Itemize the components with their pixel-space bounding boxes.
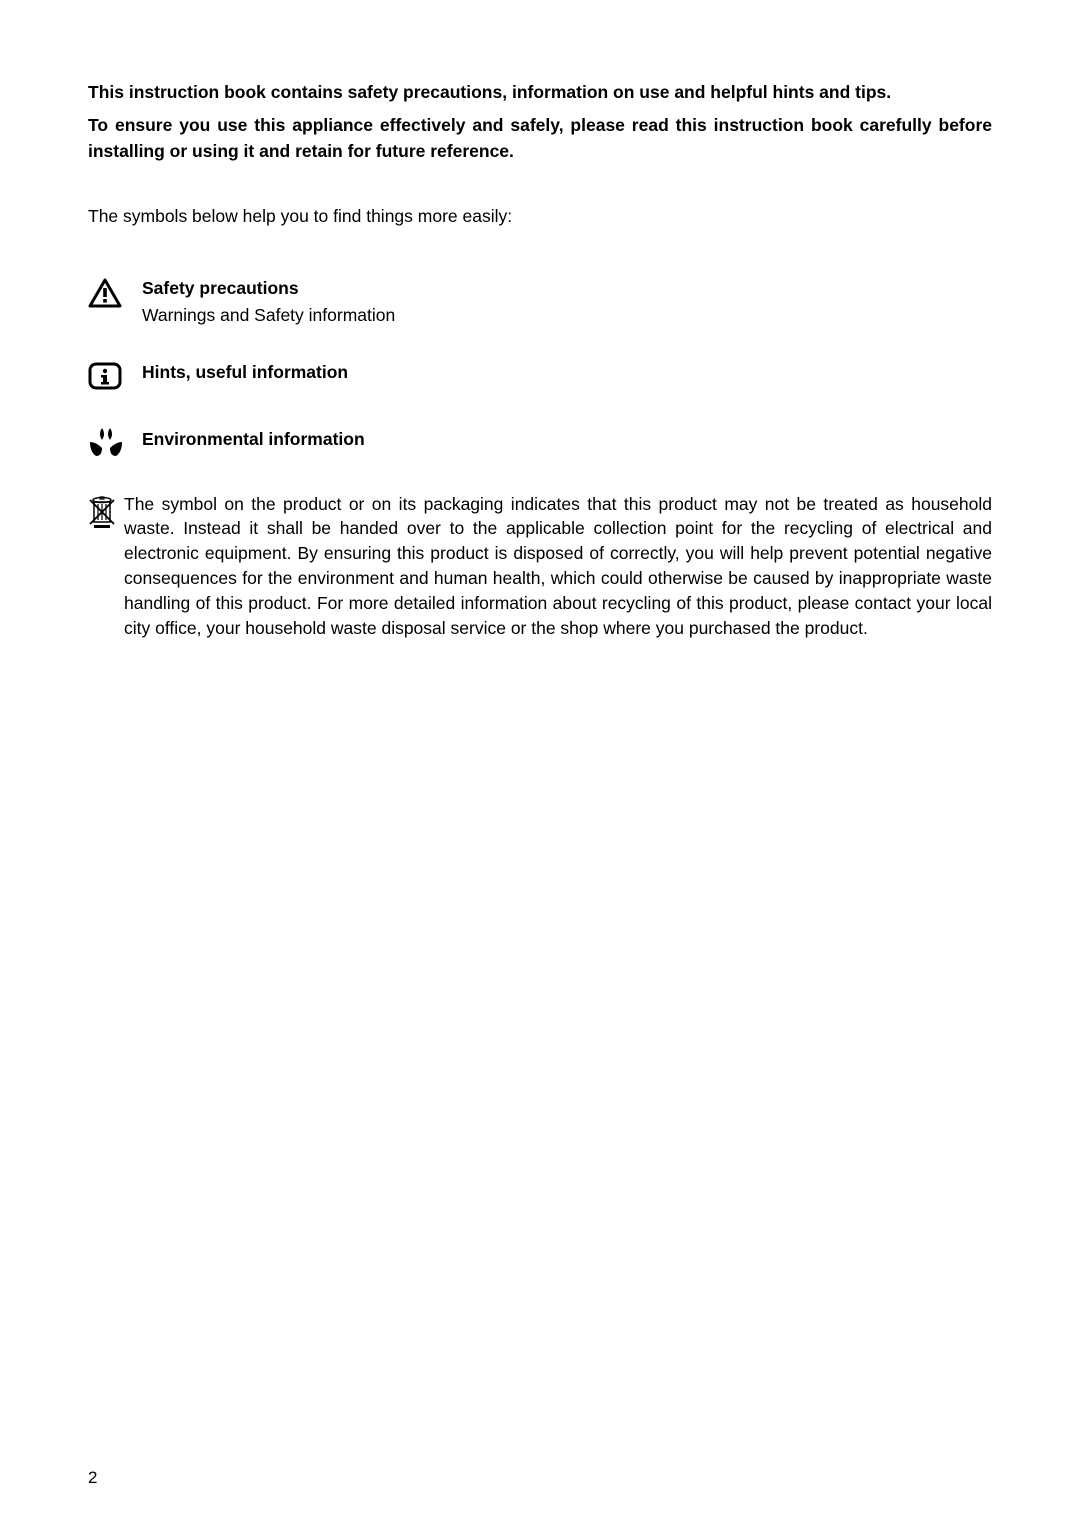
hints-title: Hints, useful information: [142, 362, 992, 383]
safety-title: Safety precautions: [142, 278, 992, 299]
section-environmental: Environmental information: [88, 426, 992, 460]
intro-line-2: To ensure you use this appliance effecti…: [88, 113, 992, 164]
leaf-hands-icon: [88, 426, 142, 460]
env-title: Environmental information: [142, 429, 992, 450]
section-hints: Hints, useful information: [88, 362, 992, 390]
section-safety: Safety precautions Warnings and Safety i…: [88, 278, 992, 326]
info-box-icon: [88, 362, 142, 390]
recycling-paragraph-row: The symbol on the product or on its pack…: [88, 492, 992, 641]
crossed-bin-icon: [88, 492, 124, 535]
intro-line-1: This instruction book contains safety pr…: [88, 80, 992, 105]
recycling-text: The symbol on the product or on its pack…: [124, 492, 992, 641]
warning-triangle-icon: [88, 278, 142, 308]
sub-intro-text: The symbols below help you to find thing…: [88, 204, 992, 229]
page-number: 2: [88, 1468, 97, 1488]
safety-desc: Warnings and Safety information: [142, 305, 992, 326]
